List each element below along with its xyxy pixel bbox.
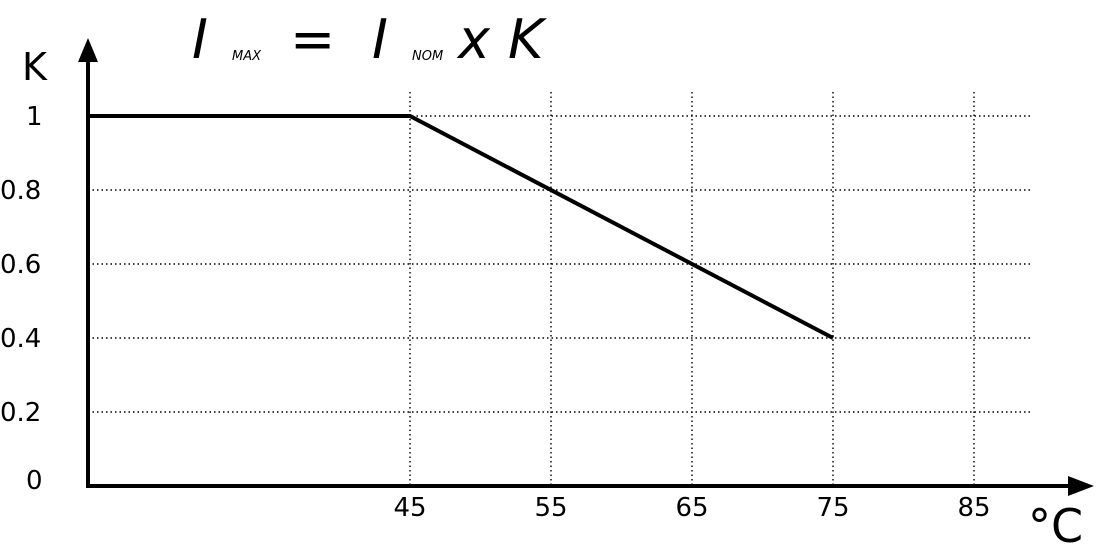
formula-times: x	[456, 8, 491, 71]
formula-equals: =	[290, 8, 335, 71]
x-tick-label: 75	[816, 493, 849, 523]
y-axis-arrow	[78, 38, 98, 62]
series-line	[88, 114, 834, 340]
y-tick-label: 0.6	[0, 250, 41, 280]
y-tick-labels: 0 0.2 0.4 0.6 0.8 1	[0, 102, 43, 496]
x-tick-labels: 45 55 65 75 85	[393, 493, 990, 523]
x-tick-label: 85	[957, 493, 990, 523]
axes	[78, 38, 1094, 496]
y-axis-label: K	[22, 45, 48, 89]
y-tick-label: 0.2	[0, 398, 41, 428]
formula: I MAX = I NOM x K	[192, 8, 547, 71]
x-axis-label: °C	[1028, 499, 1083, 547]
formula-lhs-symbol: I	[192, 8, 208, 71]
y-tick-label: 0	[26, 466, 43, 496]
formula-rhs-symbol: I	[372, 8, 388, 71]
x-tick-label: 55	[534, 493, 567, 523]
x-tick-label: 65	[675, 493, 708, 523]
series	[88, 114, 834, 340]
formula-rhs-subscript: NOM	[412, 49, 443, 64]
x-axis-arrow	[1068, 476, 1094, 496]
grid	[88, 92, 1030, 486]
y-tick-label: 0.8	[0, 176, 41, 206]
y-tick-label: 1	[26, 102, 43, 132]
formula-factor: K	[508, 8, 547, 71]
formula-lhs-subscript: MAX	[232, 49, 262, 64]
x-tick-label: 45	[393, 493, 426, 523]
y-tick-label: 0.4	[0, 324, 41, 354]
